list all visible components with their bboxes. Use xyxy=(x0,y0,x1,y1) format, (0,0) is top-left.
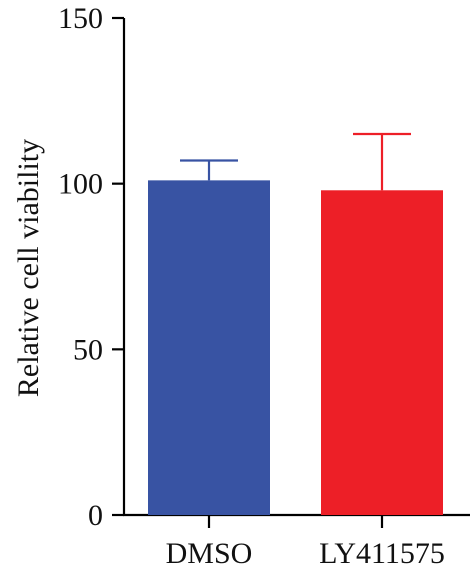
x-tick-label-ly411575: LY411575 xyxy=(319,537,445,570)
bars xyxy=(148,180,443,515)
bar-ly411575 xyxy=(321,190,443,515)
y-tick-label: 150 xyxy=(58,2,103,35)
y-tick-label: 100 xyxy=(58,168,103,201)
bar-dmso xyxy=(148,180,270,515)
y-ticks: 0 50 100 150 xyxy=(58,2,124,532)
x-ticks: DMSO LY411575 xyxy=(166,515,445,570)
x-tick-label-dmso: DMSO xyxy=(166,537,253,570)
y-tick-label: 50 xyxy=(73,333,103,366)
y-axis-label: Relative cell viability xyxy=(12,139,45,397)
y-tick-label: 0 xyxy=(88,499,103,532)
error-bar-dmso xyxy=(180,159,238,181)
error-bars xyxy=(180,132,411,191)
error-bar-ly411575 xyxy=(353,132,411,191)
